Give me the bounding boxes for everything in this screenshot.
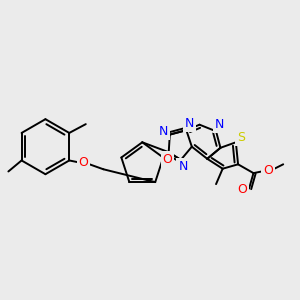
Text: N: N bbox=[158, 125, 168, 138]
Text: S: S bbox=[237, 131, 245, 144]
Text: N: N bbox=[185, 117, 194, 130]
Text: O: O bbox=[238, 183, 248, 196]
Text: O: O bbox=[263, 164, 273, 177]
Text: N: N bbox=[215, 118, 224, 131]
Text: O: O bbox=[79, 156, 88, 169]
Text: N: N bbox=[178, 160, 188, 173]
Text: O: O bbox=[163, 153, 172, 166]
